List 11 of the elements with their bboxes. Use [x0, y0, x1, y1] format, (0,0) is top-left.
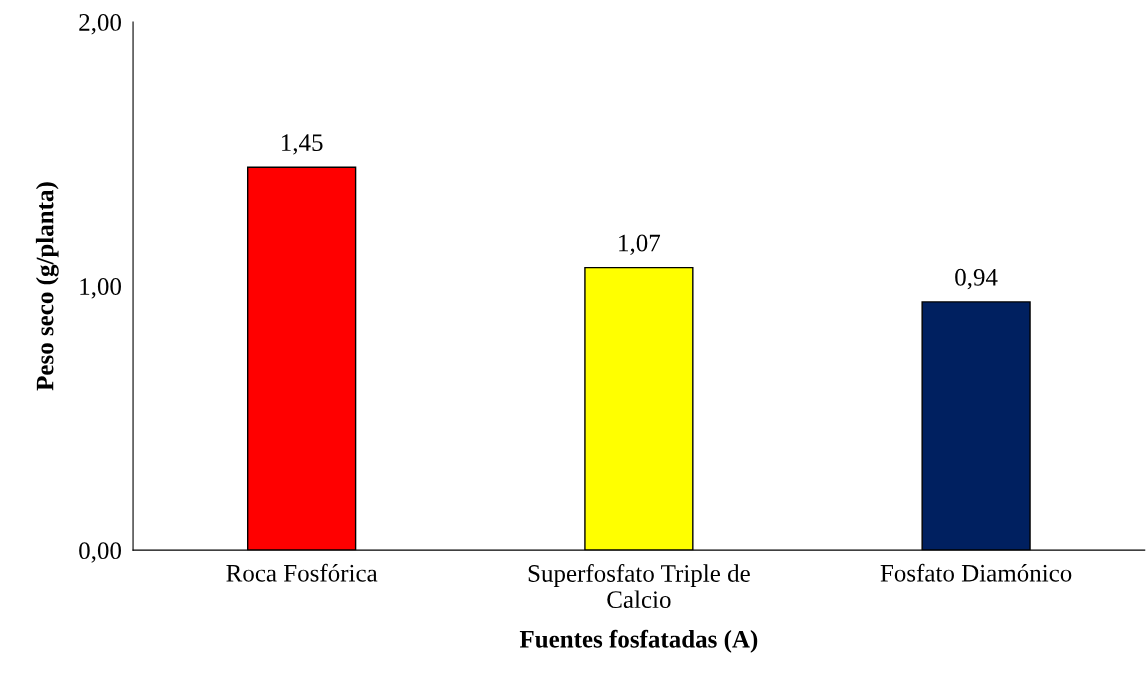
y-tick-label: 0,00	[79, 542, 121, 563]
data-label: 1,07	[619, 234, 661, 255]
y-tick-label: 1,00	[80, 278, 121, 299]
x-tick-label: Fosfato Diamónico	[880, 563, 1072, 582]
x-tick-label: Superfosfato Triple de Calcio	[528, 564, 750, 609]
data-label: 0,94	[955, 268, 998, 290]
x-tick-label: Roca Fosfórica	[226, 563, 378, 582]
data-label: 1,45	[281, 134, 323, 155]
x-axis-title: Fuentes fosfatadas (A)	[519, 629, 758, 653]
y-tick-label: 2,00	[79, 14, 121, 35]
y-axis-title: Peso seco (g/planta)	[35, 182, 59, 391]
